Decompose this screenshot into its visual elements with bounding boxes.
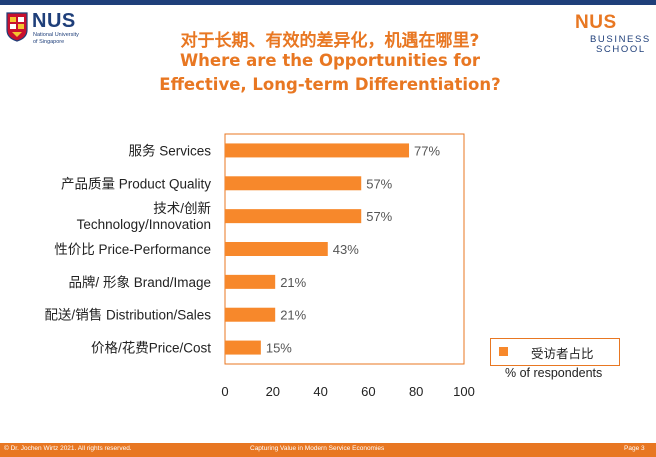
footer-copyright: © Dr. Jochen Wirtz 2021. All rights rese… — [4, 445, 132, 452]
category-label: Technology/Innovation — [77, 217, 211, 232]
nus-logo-text: NUS — [32, 10, 76, 32]
legend-swatch — [499, 347, 508, 356]
nus-business-school-logo: NUS BUSINESS SCHOOL — [572, 12, 652, 58]
category-label: 技术/创新 — [153, 201, 211, 216]
top-bar — [0, 0, 656, 5]
category-label: 服务 Services — [128, 143, 211, 158]
x-tick-label: 40 — [313, 384, 327, 399]
bar-value-label: 15% — [266, 341, 292, 356]
x-tick-label: 20 — [266, 384, 280, 399]
bar — [225, 143, 410, 158]
title-chinese: 对于长期、有效的差异化，机遇在哪里? — [180, 31, 480, 51]
footer-page-number: Page 3 — [624, 445, 645, 452]
bar-value-label: 21% — [280, 275, 306, 290]
x-tick-label: 80 — [409, 384, 423, 399]
nus-logo-subtitle: National University of Singapore — [33, 32, 93, 46]
nus-sub-line2: of Singapore — [33, 39, 65, 45]
bar — [225, 242, 328, 256]
category-label: 产品质量 Product Quality — [61, 176, 211, 191]
category-label: 价格/花费Price/Cost — [91, 341, 211, 356]
category-label: 配送/销售 Distribution/Sales — [44, 308, 211, 323]
footer: © Dr. Jochen Wirtz 2021. All rights rese… — [0, 443, 656, 457]
biz-logo-line2: SCHOOL — [596, 44, 646, 55]
bar — [225, 307, 276, 322]
title-english-line1: Where are the Opportunities for — [179, 51, 481, 70]
x-tick-label: 0 — [221, 384, 228, 399]
bar — [225, 176, 362, 191]
bar-value-label: 43% — [333, 242, 359, 257]
x-tick-label: 100 — [453, 384, 475, 399]
biz-logo-name: NUS — [575, 12, 617, 33]
nus-sub-line1: National University — [33, 32, 79, 38]
biz-logo-line1: BUSINESS — [590, 34, 651, 45]
nus-crest-icon — [6, 12, 28, 42]
footer-course-title: Capturing Value in Modern Service Econom… — [250, 445, 385, 452]
category-label: 性价比 Price-Performance — [54, 242, 211, 257]
bar — [225, 274, 276, 289]
x-axis-label: % of respondents — [505, 366, 603, 380]
bar-value-label: 57% — [366, 176, 392, 191]
bar — [225, 340, 261, 355]
legend-label: 受访者占比 — [531, 346, 594, 361]
category-label: 品牌/ 形象 Brand/Image — [68, 274, 211, 290]
bar-value-label: 57% — [366, 209, 392, 224]
nus-logo: NUS National University of Singapore — [6, 10, 106, 52]
bar-value-label: 77% — [414, 143, 440, 158]
bar-value-label: 21% — [280, 308, 306, 323]
legend: 受访者占比 — [490, 338, 620, 366]
title-english-line2: Effective, Long-term Differentiation? — [159, 75, 501, 94]
bar — [225, 209, 362, 224]
x-tick-label: 60 — [361, 384, 375, 399]
